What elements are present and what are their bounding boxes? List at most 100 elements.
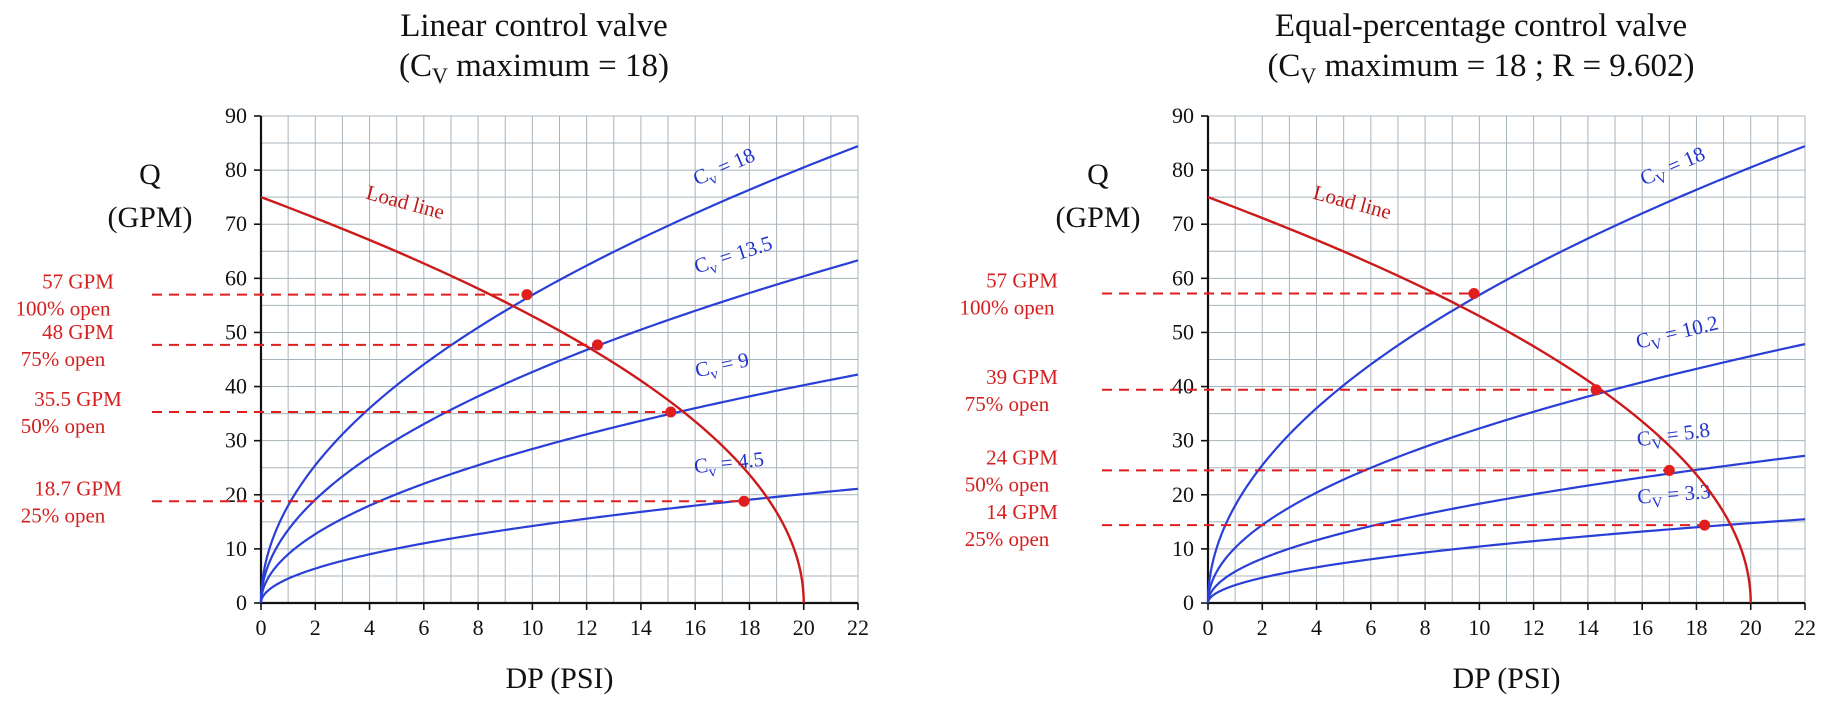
x-tick-label: 12 <box>576 615 598 640</box>
operating-point-open-label: 100% open <box>959 295 1055 319</box>
x-tick-label: 12 <box>1523 615 1545 640</box>
x-axis-label: DP (PSI) <box>1452 662 1560 695</box>
y-tick-label: 80 <box>1172 157 1194 182</box>
x-tick-label: 20 <box>793 615 815 640</box>
x-tick-label: 0 <box>256 615 267 640</box>
x-axis-label: DP (PSI) <box>505 662 613 695</box>
operating-point-flow-label: 24 GPM <box>986 445 1058 469</box>
y-tick-label: 0 <box>1183 590 1194 615</box>
y-tick-label: 40 <box>225 374 247 399</box>
y-tick-label: 90 <box>1172 103 1194 128</box>
x-tick-label: 4 <box>364 615 375 640</box>
y-tick-label: 60 <box>225 265 247 290</box>
operating-point-marker <box>738 495 750 507</box>
operating-point-flow-label: 18.7 GPM <box>34 476 122 500</box>
y-tick-label: 10 <box>225 536 247 561</box>
operating-point-open-label: 100% open <box>15 297 111 321</box>
series-label: CV = 10.2 <box>1633 310 1721 357</box>
valve-curve-series <box>259 145 859 604</box>
y-tick-label: 80 <box>225 157 247 182</box>
operating-point-marker <box>1663 464 1675 476</box>
x-tick-label: 14 <box>630 615 652 640</box>
load-line <box>1207 196 1752 604</box>
x-tick-label: 8 <box>1420 615 1431 640</box>
x-tick-label: 18 <box>1685 615 1707 640</box>
valve-curve-series <box>259 259 859 604</box>
y-tick-label: 30 <box>225 428 247 453</box>
operating-point-open-label: 25% open <box>21 503 106 527</box>
x-tick-label: 8 <box>473 615 484 640</box>
y-tick-label: 20 <box>225 482 247 507</box>
x-tick-label: 18 <box>738 615 760 640</box>
y-tick-label: 90 <box>225 103 247 128</box>
operating-point-open-label: 50% open <box>965 472 1050 496</box>
operating-point-marker <box>521 289 533 301</box>
series-label: Cv = 9 <box>693 347 752 386</box>
valve-curve-series <box>1206 343 1806 604</box>
y-axis-label-units: (GPM) <box>107 201 192 234</box>
operating-point-flow-label: 35.5 GPM <box>34 387 122 411</box>
x-tick-label: 22 <box>847 615 869 640</box>
valve-curve-series <box>1206 518 1806 604</box>
y-tick-label: 40 <box>1172 374 1194 399</box>
x-tick-label: 10 <box>521 615 543 640</box>
load-line-label: Load line <box>1311 180 1394 224</box>
y-axis-label: Q <box>139 158 161 191</box>
operating-point-open-label: 50% open <box>21 414 106 438</box>
chart-subtitle: (CV maximum = 18 ; R = 9.602) <box>1267 48 1694 88</box>
chart-title: Equal-percentage control valve <box>1275 8 1687 44</box>
y-axis-label: Q <box>1087 158 1109 191</box>
operating-point-marker <box>1699 519 1711 531</box>
x-tick-label: 16 <box>684 615 706 640</box>
chart-grid <box>1207 115 1806 604</box>
x-tick-label: 2 <box>310 615 321 640</box>
operating-point-flow-label: 57 GPM <box>42 270 114 294</box>
operating-point-flow-label: 14 GPM <box>986 500 1058 524</box>
y-tick-label: 20 <box>1172 482 1194 507</box>
operating-point-marker <box>591 339 603 351</box>
y-tick-label: 30 <box>1172 428 1194 453</box>
series-label: Cv = 4.5 <box>693 447 766 482</box>
x-tick-label: 2 <box>1257 615 1268 640</box>
chart-title: Linear control valve <box>400 8 668 44</box>
series-label: CV = 18 <box>1636 141 1710 194</box>
load-line-label: Load line <box>364 180 447 224</box>
operating-point-marker <box>1468 287 1480 299</box>
operating-point-open-label: 75% open <box>965 392 1050 416</box>
y-tick-label: 10 <box>1172 536 1194 561</box>
series-label: CV = 3.3 <box>1636 479 1711 513</box>
y-tick-label: 70 <box>1172 211 1194 236</box>
chart-subtitle: (CV maximum = 18) <box>399 48 669 88</box>
operating-point-flow-label: 57 GPM <box>986 268 1058 292</box>
valve-curve-series <box>1206 145 1806 604</box>
x-tick-label: 22 <box>1794 615 1816 640</box>
valve-curve-series <box>1206 454 1806 604</box>
x-tick-label: 20 <box>1740 615 1762 640</box>
y-tick-label: 50 <box>1172 319 1194 344</box>
operating-point-marker <box>1590 384 1602 396</box>
x-tick-label: 6 <box>418 615 429 640</box>
x-tick-label: 4 <box>1311 615 1322 640</box>
y-tick-label: 60 <box>1172 265 1194 290</box>
x-tick-label: 6 <box>1365 615 1376 640</box>
y-tick-label: 50 <box>225 319 247 344</box>
operating-point-open-label: 25% open <box>965 527 1050 551</box>
y-tick-label: 0 <box>236 590 247 615</box>
y-tick-label: 70 <box>225 211 247 236</box>
operating-point-marker <box>665 406 677 418</box>
chart-grid <box>260 115 859 604</box>
x-tick-label: 14 <box>1577 615 1599 640</box>
x-tick-label: 10 <box>1468 615 1490 640</box>
y-axis-label-units: (GPM) <box>1055 201 1140 234</box>
chart-2: Equal-percentage control valve (CV maximu… <box>959 8 1816 695</box>
valve-curve-series <box>259 487 859 604</box>
x-tick-label: 16 <box>1631 615 1653 640</box>
load-line <box>260 196 805 604</box>
operating-point-open-label: 75% open <box>21 347 106 371</box>
chart-1: Linear control valve (CV maximum = 18) 0 2 4… <box>15 8 869 695</box>
operating-point-flow-label: 48 GPM <box>42 320 114 344</box>
x-tick-label: 0 <box>1203 615 1214 640</box>
series-label: Cv = 13.5 <box>691 231 776 282</box>
operating-point-flow-label: 39 GPM <box>986 365 1058 389</box>
